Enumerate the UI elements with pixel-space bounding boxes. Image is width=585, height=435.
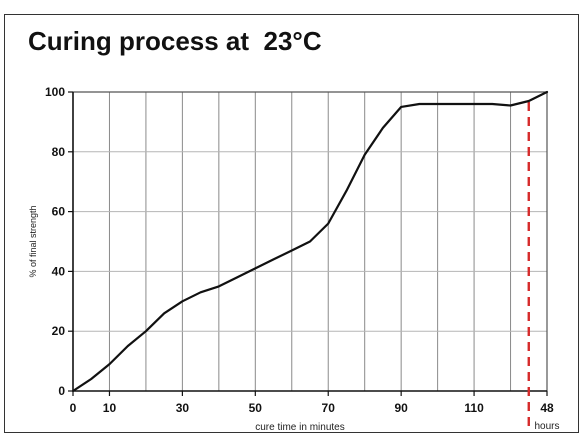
x-tick-label: 50 <box>249 401 263 415</box>
grid-layer <box>73 92 547 391</box>
x-tick-label: 110 <box>464 401 484 415</box>
x-axis-label: cure time in minutes <box>255 422 344 433</box>
y-tick-label: 100 <box>45 85 65 99</box>
strength-curve <box>71 90 549 393</box>
x-tick-label: 0 <box>70 401 77 415</box>
y-axis-label: % of final strength <box>28 205 38 277</box>
x-tick-label: 48 <box>540 401 554 415</box>
axes-layer <box>68 91 548 396</box>
y-tick-label: 60 <box>52 205 66 219</box>
chart-title: Curing process at 23°C <box>28 26 322 56</box>
x-secondary-label: hours <box>534 421 559 432</box>
ticks-layer: 0 20 40 60 80 100 0 10 30 50 70 90 110 48 <box>45 85 554 415</box>
x-tick-label: 30 <box>176 401 190 415</box>
x-tick-label: 10 <box>103 401 117 415</box>
y-tick-label: 80 <box>52 145 66 159</box>
y-tick-label: 20 <box>52 324 66 338</box>
series-layer <box>71 90 549 393</box>
y-tick-label: 40 <box>52 264 66 278</box>
x-tick-label: 70 <box>322 401 336 415</box>
y-tick-label: 0 <box>58 384 65 398</box>
x-tick-label: 90 <box>394 401 408 415</box>
